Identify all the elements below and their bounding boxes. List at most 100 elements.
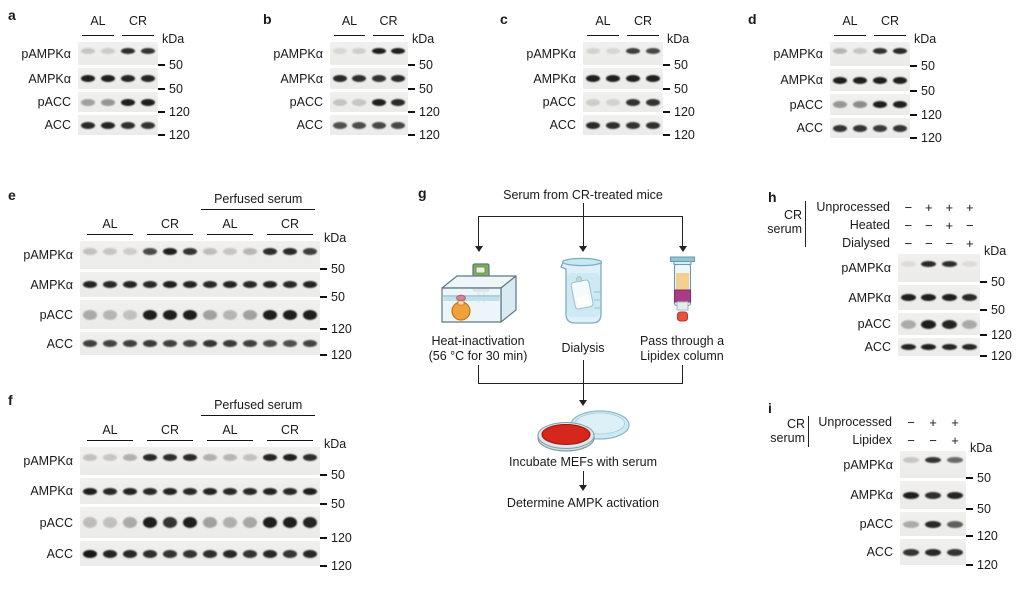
blot-lane — [330, 68, 350, 89]
blot-band — [100, 75, 116, 82]
connector-line — [478, 216, 683, 218]
blot-band — [80, 121, 96, 129]
blot-lane — [260, 507, 280, 538]
blot-band — [947, 491, 963, 499]
blot-band — [142, 340, 158, 347]
blot-strip — [898, 285, 980, 310]
lane-group: AL — [830, 14, 870, 36]
connector-line — [582, 360, 584, 383]
blot-lane — [922, 451, 944, 478]
molecular-weight-marker: 50 — [158, 58, 183, 72]
blot-band — [162, 281, 178, 288]
blot-band — [947, 456, 963, 463]
condition-symbols: − − − + — [898, 236, 980, 251]
blot-band — [202, 340, 218, 347]
marker-tick-icon — [320, 296, 327, 298]
blot-band — [120, 98, 136, 106]
blot-band — [352, 75, 367, 82]
marker-value: 50 — [991, 303, 1005, 317]
blot-lane — [623, 68, 643, 89]
blot-band — [903, 548, 919, 556]
marker-value: 50 — [921, 84, 935, 98]
blot-lane — [330, 92, 350, 112]
marker-tick-icon — [910, 137, 917, 139]
blot-band — [80, 47, 96, 54]
marker-tick-icon — [966, 477, 973, 479]
connector-line — [478, 365, 480, 383]
blot-band — [140, 98, 156, 106]
blot-lane — [850, 94, 870, 115]
span-header-label: Perfused serum — [201, 398, 316, 416]
marker-value: 50 — [331, 290, 345, 304]
molecular-weight-marker: 120 — [320, 559, 352, 573]
condition-label: Unprocessed — [816, 200, 890, 214]
blot-row-label: pAMPKα — [773, 47, 823, 61]
blot-lane — [180, 272, 200, 297]
blot-lane — [603, 42, 623, 65]
lane-group-label: AL — [86, 217, 134, 235]
blot-lane — [100, 300, 120, 329]
lane-group-label: AL — [206, 217, 254, 235]
marker-cell: 120 — [320, 300, 366, 336]
blot-band — [925, 520, 941, 528]
blot-strip — [900, 539, 966, 565]
blot-band — [222, 247, 238, 255]
blot-lane — [80, 447, 100, 475]
blot-band — [82, 549, 98, 558]
lipidex-column-icon — [669, 254, 696, 337]
blot-lane — [898, 313, 919, 335]
blot-lane — [240, 507, 260, 538]
blot-band — [605, 98, 621, 106]
blot-lane — [280, 272, 300, 297]
blot-band — [242, 487, 258, 495]
blot-band — [903, 456, 919, 463]
blot-band — [162, 453, 178, 461]
blot-lane — [850, 69, 870, 91]
blot-lane — [240, 332, 260, 355]
marker-value: 50 — [419, 82, 433, 96]
marker-tick-icon — [320, 537, 327, 539]
blot-band — [102, 517, 118, 528]
blot-band — [162, 517, 178, 528]
blot-row-label: pAMPKα — [843, 457, 893, 472]
blot-lane — [140, 332, 160, 355]
blot-lane — [300, 478, 320, 504]
blot-lane — [623, 115, 643, 135]
blot-lane — [603, 68, 623, 89]
blot-lane — [118, 68, 138, 89]
marker-tick-icon — [966, 508, 973, 510]
blot-band — [142, 281, 158, 288]
blot-lane — [80, 541, 100, 566]
kda-unit-label: kDa — [162, 32, 185, 46]
blot-lane — [160, 241, 180, 269]
marker-value: 50 — [419, 58, 433, 72]
blot-band — [222, 487, 238, 495]
blot-lane — [960, 313, 981, 335]
blot-band — [282, 340, 298, 347]
blot-row-label: pAMPKα — [23, 454, 73, 468]
blot-lane — [100, 447, 120, 475]
blot-band — [202, 453, 218, 461]
marker-tick-icon — [320, 268, 327, 270]
blot-band — [302, 309, 318, 320]
blot-band — [921, 319, 937, 329]
kda-unit-label: kDa — [970, 441, 993, 455]
molecular-weight-marker: 50 — [663, 82, 688, 96]
blot-lane — [890, 42, 910, 66]
marker-tick-icon — [158, 64, 165, 66]
blot-lane — [643, 92, 663, 112]
kda-unit-label: kDa — [914, 32, 937, 46]
blot-lane — [200, 541, 220, 566]
blot-lane — [78, 92, 98, 112]
blot-lane — [100, 241, 120, 269]
lane-group-label: AL — [82, 14, 114, 36]
blot-band — [585, 98, 601, 106]
marker-tick-icon — [980, 309, 987, 311]
blot-band — [122, 517, 138, 528]
kda-unit-label: kDa — [412, 32, 435, 46]
blot-lane — [369, 115, 389, 135]
blot-strip — [900, 481, 966, 509]
blot-band — [941, 319, 957, 329]
marker-cell: kDa 50 — [158, 32, 204, 72]
blot-band — [140, 121, 156, 129]
